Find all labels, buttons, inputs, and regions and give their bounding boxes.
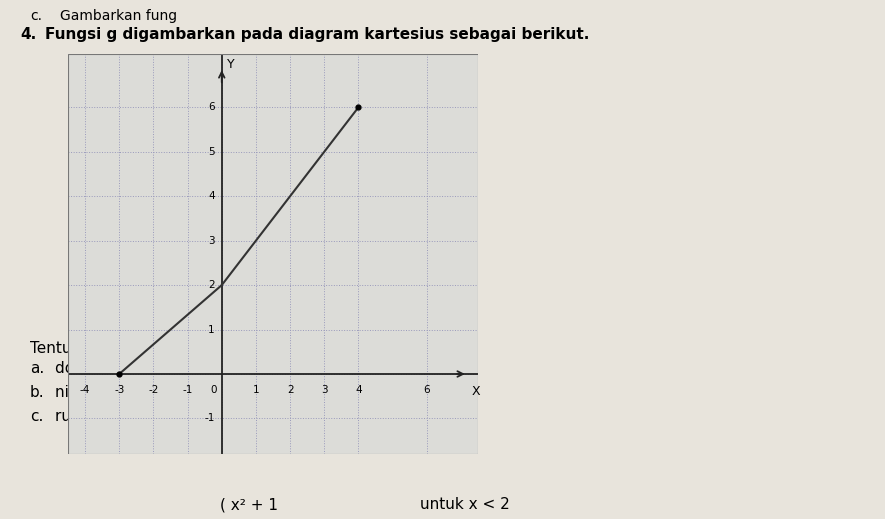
Text: 2: 2	[208, 280, 215, 290]
Text: 2: 2	[287, 385, 294, 395]
Text: Fungsi g digambarkan pada diagram kartesius sebagai berikut.: Fungsi g digambarkan pada diagram kartes…	[45, 27, 589, 42]
Text: 6: 6	[208, 102, 215, 112]
Text: 5: 5	[208, 147, 215, 157]
Text: domain dan range fungsi g,: domain dan range fungsi g,	[55, 361, 266, 376]
Text: b.: b.	[30, 385, 44, 400]
Text: 0: 0	[210, 385, 217, 395]
Text: X: X	[471, 385, 480, 398]
Text: 4: 4	[208, 191, 215, 201]
Text: ( x² + 1: ( x² + 1	[220, 497, 278, 512]
Text: -4: -4	[80, 385, 90, 395]
Text: 1: 1	[252, 385, 259, 395]
Text: Gambarkan fung: Gambarkan fung	[60, 9, 177, 23]
Text: 6: 6	[423, 385, 430, 395]
Text: 3: 3	[208, 236, 215, 245]
Text: -1: -1	[204, 414, 215, 424]
Text: c.: c.	[30, 9, 42, 23]
Text: 3: 3	[321, 385, 327, 395]
Text: 4: 4	[355, 385, 362, 395]
Text: a.: a.	[30, 361, 44, 376]
Text: Tentukan:: Tentukan:	[30, 341, 104, 356]
Text: untuk x < 2: untuk x < 2	[420, 497, 510, 512]
Text: -3: -3	[114, 385, 125, 395]
Text: Y: Y	[227, 59, 235, 72]
Text: -1: -1	[182, 385, 193, 395]
Text: 1: 1	[208, 324, 215, 335]
Text: c.: c.	[30, 409, 43, 424]
Text: 4.: 4.	[20, 27, 36, 42]
Text: -2: -2	[148, 385, 158, 395]
Text: rumus fungsi g.: rumus fungsi g.	[55, 409, 174, 424]
Text: nilai g(0) dan g(2),: nilai g(0) dan g(2),	[55, 385, 197, 400]
